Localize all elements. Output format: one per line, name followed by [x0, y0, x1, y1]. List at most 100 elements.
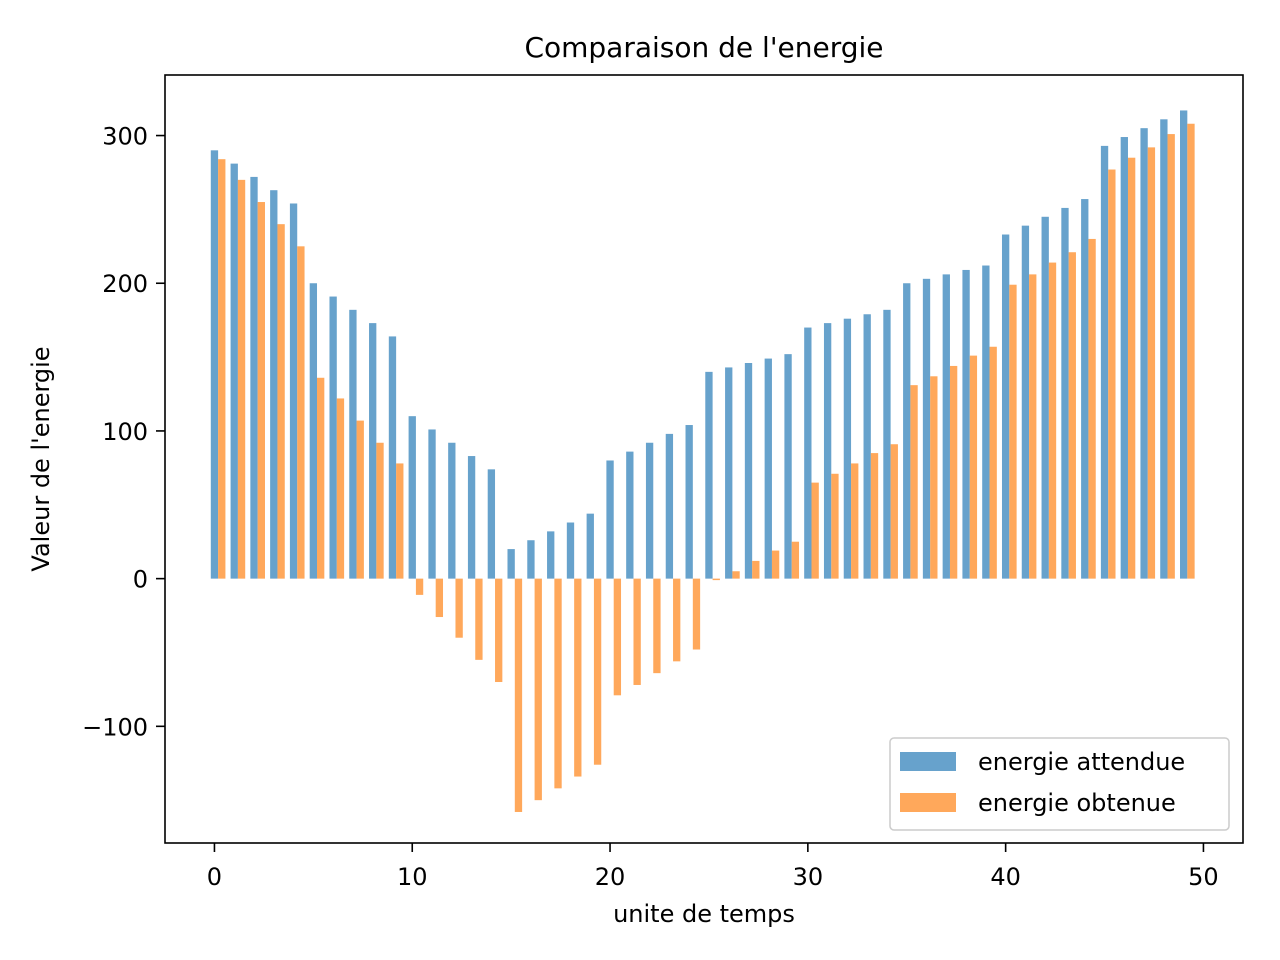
bar-energie-obtenue-25: [712, 578, 720, 581]
bar-energie-obtenue-33: [870, 453, 879, 579]
bar-energie-obtenue-21: [633, 578, 641, 685]
bar-energie-attendue-17: [547, 531, 555, 579]
bar-energie-attendue-48: [1160, 119, 1168, 579]
bar-energie-attendue-46: [1120, 137, 1128, 579]
bar-energie-obtenue-29: [791, 541, 800, 579]
bar-energie-obtenue-20: [613, 578, 622, 696]
bar-energie-obtenue-46: [1127, 157, 1136, 579]
y-tick-label-0: 0: [133, 566, 148, 594]
legend-box: [889, 737, 1230, 831]
bar-energie-attendue-6: [329, 296, 337, 579]
bar-energie-attendue-24: [685, 425, 693, 579]
legend-swatch-energie-attendue: [900, 752, 956, 771]
y-tick-label-100: 100: [102, 418, 148, 446]
bar-energie-obtenue-38: [969, 355, 978, 579]
bar-energie-attendue-35: [903, 283, 911, 579]
plot-frame: [164, 74, 1244, 844]
bar-energie-attendue-21: [626, 451, 634, 579]
bar-energie-attendue-19: [586, 513, 594, 579]
y-tick-label-300: 300: [102, 123, 148, 151]
bar-energie-obtenue-7: [356, 420, 364, 579]
bar-energie-obtenue-17: [554, 578, 562, 789]
bar-energie-attendue-45: [1100, 145, 1109, 579]
bar-energie-attendue-4: [289, 203, 298, 579]
bar-energie-obtenue-2: [257, 202, 265, 579]
bar-energie-obtenue-47: [1147, 147, 1156, 579]
y-tick-label-200: 200: [102, 270, 148, 298]
chart-title: Comparaison de l'energie: [524, 31, 883, 64]
bar-energie-obtenue-9: [396, 463, 404, 579]
bar-energie-attendue-30: [804, 327, 812, 579]
bar-energie-obtenue-34: [890, 444, 898, 579]
bar-energie-attendue-15: [507, 549, 515, 579]
bar-energie-attendue-38: [962, 269, 970, 579]
bar-energie-attendue-25: [705, 371, 713, 579]
bar-energie-attendue-28: [764, 358, 772, 579]
bar-energie-attendue-9: [388, 336, 397, 579]
bar-energie-attendue-49: [1180, 110, 1188, 579]
bar-energie-obtenue-40: [1009, 284, 1017, 579]
bar-energie-obtenue-13: [475, 578, 483, 660]
legend: energie attendue energie obtenue: [889, 737, 1230, 831]
x-axis-ticks: 0 10 20 30 40 50: [207, 843, 1219, 891]
bar-energie-attendue-5: [309, 283, 318, 579]
x-tick-label-20: 20: [595, 863, 626, 891]
x-axis-label: unite de temps: [613, 900, 795, 928]
bar-energie-obtenue-32: [851, 463, 859, 579]
bar-energie-obtenue-39: [989, 346, 997, 579]
bar-energie-attendue-22: [645, 442, 654, 579]
x-tick-label-30: 30: [793, 863, 824, 891]
bar-energie-obtenue-49: [1187, 123, 1195, 579]
x-tick-label-10: 10: [397, 863, 428, 891]
legend-label-energie-obtenue: energie obtenue: [978, 789, 1176, 817]
bar-energie-obtenue-28: [771, 550, 780, 579]
bar-energie-attendue-39: [982, 265, 990, 579]
bar-energie-attendue-26: [725, 367, 733, 579]
bar-energie-obtenue-3: [277, 224, 285, 579]
bar-energie-attendue-40: [1001, 234, 1010, 579]
bar-energie-attendue-1: [230, 163, 238, 579]
bar-energie-obtenue-12: [455, 578, 463, 638]
y-axis-ticks: −100 0 100 200 300: [82, 123, 165, 741]
bar-energie-attendue-13: [467, 456, 476, 579]
bar-energie-attendue-42: [1041, 216, 1049, 579]
bar-energie-obtenue-37: [949, 365, 958, 579]
bar-energie-attendue-0: [210, 150, 219, 579]
bar-energie-attendue-31: [823, 323, 832, 579]
bar-energie-obtenue-8: [376, 442, 384, 579]
bar-energie-obtenue-23: [673, 578, 681, 662]
bar-energie-obtenue-11: [435, 578, 444, 618]
bar-energie-attendue-7: [349, 309, 357, 579]
bar-energie-obtenue-43: [1068, 252, 1076, 579]
bar-energie-obtenue-1: [237, 179, 246, 579]
bar-energie-attendue-8: [369, 323, 377, 579]
bar-energie-obtenue-44: [1088, 238, 1096, 579]
bars-layer: [210, 110, 1195, 812]
bar-energie-attendue-20: [606, 460, 614, 579]
bar-energie-attendue-11: [428, 429, 436, 579]
bar-energie-obtenue-36: [930, 376, 938, 579]
bar-energie-obtenue-45: [1108, 169, 1116, 579]
bar-energie-attendue-12: [448, 442, 456, 579]
x-tick-label-0: 0: [207, 863, 222, 891]
y-tick-label--100: −100: [82, 713, 148, 741]
bar-energie-obtenue-6: [336, 398, 345, 579]
bar-energie-obtenue-5: [317, 377, 325, 579]
bar-energie-obtenue-27: [752, 560, 760, 579]
legend-label-energie-attendue: energie attendue: [978, 748, 1185, 776]
bar-energie-obtenue-41: [1029, 274, 1037, 579]
bar-energie-obtenue-24: [692, 578, 701, 650]
bar-energie-attendue-3: [270, 190, 278, 579]
bar-energie-attendue-37: [942, 274, 950, 579]
x-tick-label-40: 40: [990, 863, 1021, 891]
bar-energie-obtenue-0: [218, 159, 226, 579]
bar-energie-attendue-14: [487, 469, 496, 579]
bar-energie-attendue-10: [408, 416, 416, 579]
bar-energie-obtenue-30: [811, 482, 819, 579]
bar-energie-attendue-23: [665, 433, 674, 579]
bar-energie-obtenue-42: [1048, 262, 1057, 579]
bar-energie-attendue-32: [843, 318, 852, 579]
bar-energie-obtenue-31: [831, 473, 839, 579]
bar-energie-obtenue-10: [415, 578, 424, 595]
bar-energie-attendue-2: [250, 176, 258, 579]
